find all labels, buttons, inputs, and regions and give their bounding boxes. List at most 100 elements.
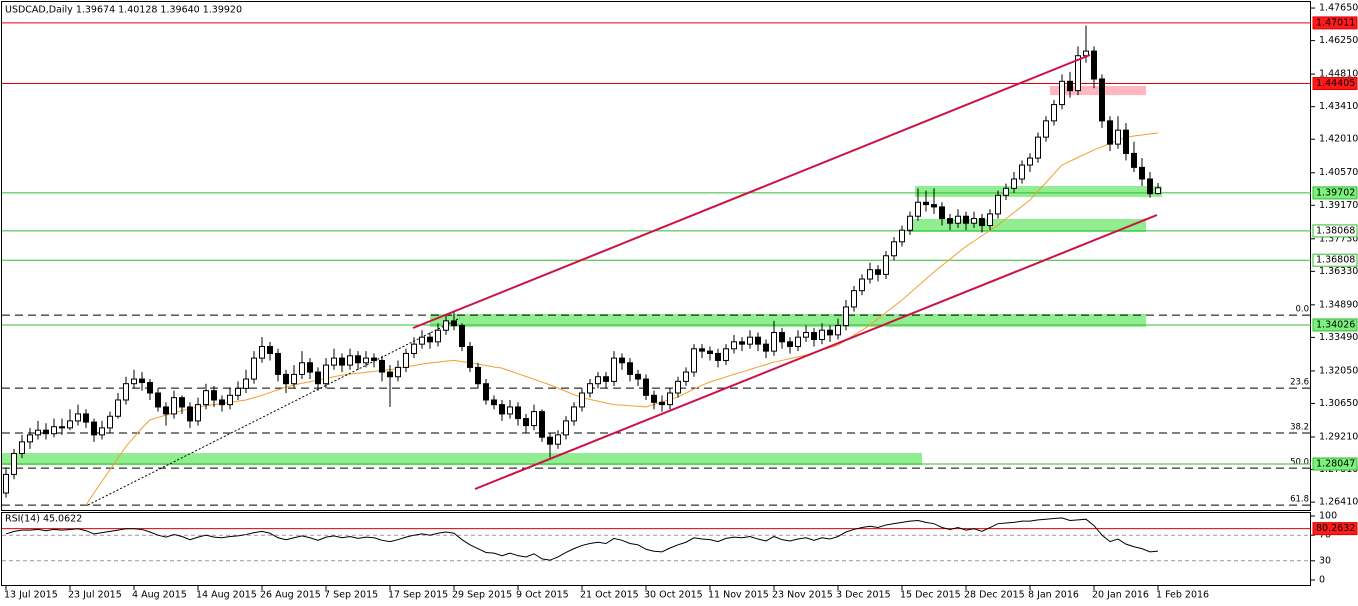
candle-body [1019,164,1025,180]
candle-body [3,473,9,494]
candle-body [1091,50,1097,80]
level-label-bg [1312,253,1358,267]
candle-body [763,343,769,352]
candle-body [131,378,137,385]
candle-body [571,406,577,422]
candle-body [835,325,841,336]
candle-body [931,204,937,208]
y-tick-label: 1.33490 [1319,332,1358,343]
candle-body [299,362,305,375]
candle-body [619,357,625,364]
zone [430,313,1146,327]
level-label-bg [1312,77,1358,91]
candle-body [1107,120,1113,145]
rsi-tick-label: 0 [1319,575,1325,586]
candle-body [811,332,817,341]
candle-body [899,229,905,243]
candle-body [467,345,473,368]
fib-label: 0.0 [1295,305,1309,315]
candle-body [27,434,33,443]
candle-body [411,343,417,354]
candle-body [179,397,185,408]
candle-body [851,290,857,308]
candle-body [355,355,361,364]
y-tick-label: 1.34890 [1319,299,1358,310]
candle-body [419,336,425,345]
candle-body [35,429,41,436]
candle-body [1099,78,1105,122]
candle-body [955,215,961,224]
x-tick-label: 23 Jul 2015 [68,590,122,601]
candle-body [339,357,345,366]
candle-body [99,427,105,436]
candle-body [91,421,97,436]
candle-body [515,406,521,420]
rsi-panel [1,512,1311,586]
candle-body [731,341,737,350]
candle-body [59,426,65,429]
candle-body [563,420,569,436]
price-panel [1,1,1311,511]
candle-body [147,382,153,394]
rsi-tick-label: 100 [1319,511,1337,522]
zone [1050,85,1146,96]
candle-body [1075,55,1081,92]
candle-body [595,376,601,385]
candle-body [747,336,753,345]
x-tick-label: 13 Jul 2015 [4,590,58,601]
candle-body [507,406,513,415]
candle-body [379,359,385,373]
candle-body [939,206,945,220]
candle-body [43,429,49,435]
candle-body [331,357,337,366]
candle-body [715,352,721,361]
x-tick-label: 7 Sep 2015 [324,590,378,601]
candle-body [803,332,809,338]
y-tick-label: 1.44810 [1319,69,1358,80]
fib-label: 23.6 [1290,378,1309,388]
candle-body [787,341,793,347]
y-tick-label: 1.42010 [1319,134,1358,145]
candle-body [867,269,873,280]
x-tick-label: 20 Jan 2016 [1092,590,1149,601]
y-tick-label: 1.32050 [1319,365,1358,376]
candle-body [1139,166,1145,180]
candle-body [1035,136,1041,159]
fib-label: 38.2 [1290,423,1309,433]
candle-body [819,329,825,341]
candle-body [275,352,281,375]
upper-trend-line [412,54,1091,329]
candle-body [435,329,441,343]
candle-body [667,392,673,406]
candle-body [627,362,633,375]
moving-average [85,132,1159,506]
rsi-level-label-bg [1312,522,1358,536]
candle-body [363,357,369,364]
candle-body [587,383,593,394]
candle-body [243,378,249,389]
candle-body [1059,80,1065,106]
x-tick-label: 15 Dec 2015 [900,590,961,601]
candle-body [1155,187,1161,195]
axes: 1.47650 1.46250 1.44810 1.43410 1.42010 1.405… [4,3,1358,601]
candle-body [1115,129,1121,145]
candle-body [1003,187,1009,196]
level-label-bg [1312,186,1358,200]
candle-body [771,332,777,352]
lower-trend-line [474,214,1158,490]
candle-body [963,215,969,224]
candle-body [683,371,689,382]
candle-body [523,418,529,427]
x-tick-label: 28 Dec 2015 [964,590,1025,601]
candle-body [579,392,585,408]
candle-body [643,378,649,396]
candle-body [723,348,729,361]
candle-body [499,404,505,415]
candle-body [659,401,665,406]
candle-body [827,329,833,336]
x-tick-label: 21 Oct 2015 [580,590,639,601]
rsi-level-label: 80.2632 [1316,523,1355,534]
zones [2,85,1162,466]
candle-body [603,376,609,382]
